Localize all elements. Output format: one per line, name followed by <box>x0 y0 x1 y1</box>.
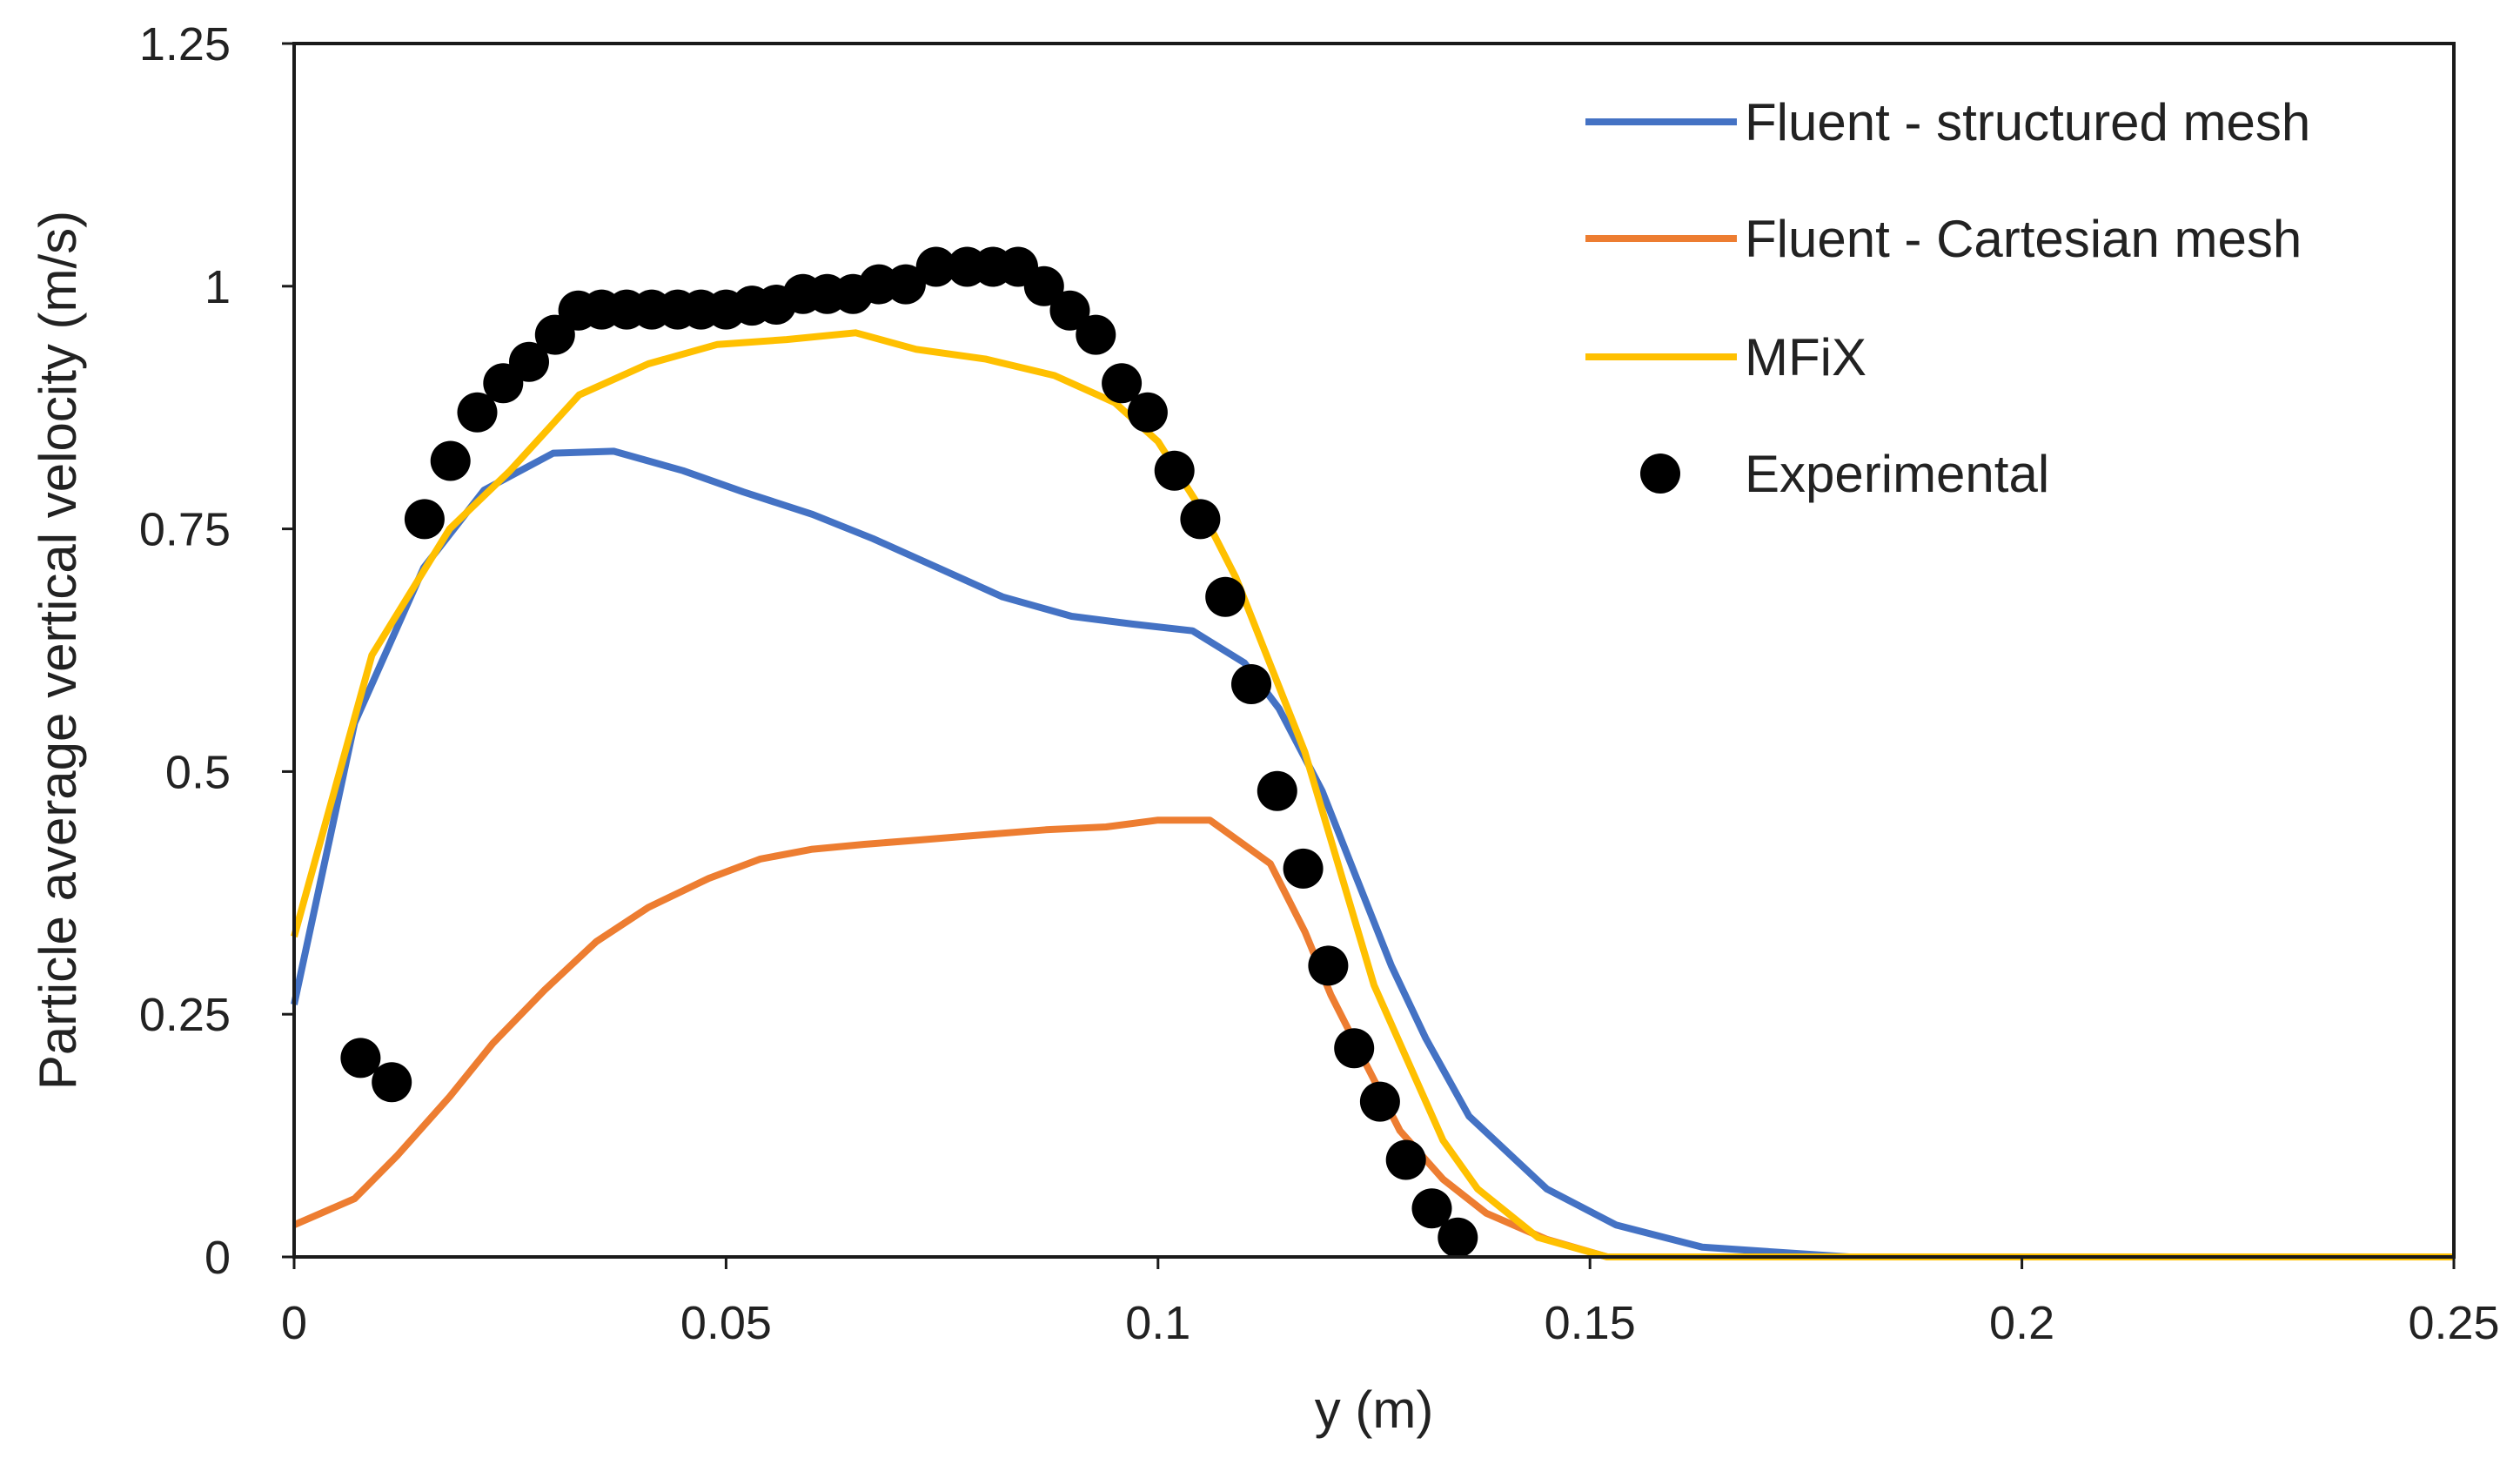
experimental-point <box>340 1038 381 1078</box>
experimental-point <box>885 264 926 305</box>
x-tick-label: 0.1 <box>1125 1297 1190 1349</box>
legend-label-0: Fluent - structured mesh <box>1745 93 2310 151</box>
experimental-point <box>1283 848 1324 889</box>
x-axis-title: y (m) <box>1315 1381 1434 1439</box>
experimental-point <box>1231 664 1271 704</box>
legend-label-2: MFiX <box>1745 328 1867 386</box>
y-tick-label: 1.25 <box>139 18 231 71</box>
plot-area-frame <box>292 42 2456 1259</box>
experimental-point <box>1438 1217 1478 1258</box>
experimental-point <box>1127 392 1168 433</box>
x-tick-label: 0 <box>281 1297 307 1349</box>
legend-label-3: Experimental <box>1745 445 2049 503</box>
experimental-point <box>404 499 445 540</box>
experimental-point <box>1385 1139 1426 1180</box>
experimental-point <box>509 341 549 382</box>
series-line-2 <box>291 329 2454 1260</box>
experimental-point <box>430 440 471 481</box>
series-line-1 <box>292 816 2454 1260</box>
experimental-point <box>1308 945 1349 986</box>
experimental-point <box>1023 265 1064 306</box>
x-tick-label: 0.25 <box>2408 1297 2499 1349</box>
axes-layer: 0 0.05 0.1 0.15 0.2 0.25 0 0.25 0.5 0.75 1 1.25 <box>139 18 2500 1349</box>
y-tick-label: 0.25 <box>139 989 231 1041</box>
x-tick-label: 0.15 <box>1545 1297 1636 1349</box>
experimental-point <box>1411 1188 1452 1229</box>
experimental-point <box>915 246 956 287</box>
y-axis-title: Particle average vertical velocity (m/s) <box>29 211 87 1090</box>
y-tick-label: 1 <box>204 261 231 313</box>
experimental-point <box>372 1062 412 1103</box>
experimental-point <box>457 392 498 433</box>
experimental-point <box>1359 1081 1400 1122</box>
experimental-point <box>1334 1028 1375 1069</box>
experimental-point <box>1205 576 1246 617</box>
experimental-point <box>1257 770 1297 811</box>
experimental-point <box>1102 363 1143 404</box>
x-tick-label: 0.05 <box>680 1297 772 1349</box>
experimental-point <box>1154 450 1195 491</box>
legend-label-1: Fluent - Cartesian mesh <box>1745 210 2302 268</box>
x-tick-label: 0.2 <box>1989 1297 2054 1349</box>
experimental-point <box>1049 290 1090 331</box>
series-line-0 <box>291 447 2454 1260</box>
experimental-point <box>1180 499 1221 540</box>
legend: Fluent - structured mesh Fluent - Cartesi… <box>1585 93 2310 503</box>
experimental-point <box>1076 314 1116 355</box>
legend-swatch-3 <box>1640 454 1680 494</box>
y-tick-label: 0.5 <box>165 746 231 798</box>
series-layer <box>291 246 2454 1260</box>
y-tick-label: 0.75 <box>139 504 231 556</box>
y-tick-label: 0 <box>204 1232 231 1284</box>
